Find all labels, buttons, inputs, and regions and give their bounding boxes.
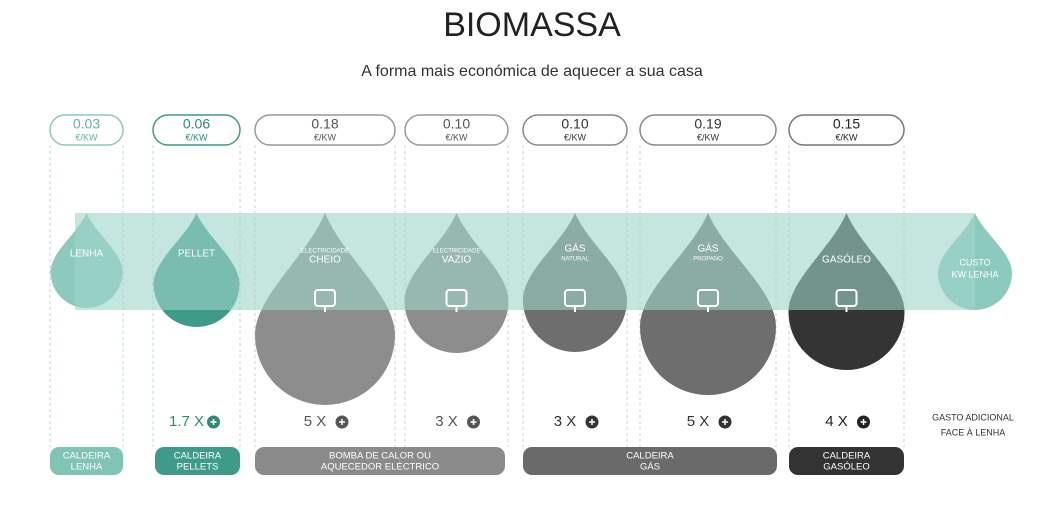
drop-sublabel: PROPANO xyxy=(693,257,723,263)
drop-label: LENHA xyxy=(70,249,104,260)
system-label: CALDEIRA xyxy=(626,451,674,462)
system-pill xyxy=(50,447,123,475)
price-pill xyxy=(788,114,905,146)
icon xyxy=(445,289,468,312)
plus-icon xyxy=(860,419,867,425)
plus-icon xyxy=(210,419,217,425)
icon xyxy=(564,289,586,312)
system-pill xyxy=(789,447,904,475)
system-label: CALDEIRA xyxy=(823,451,871,462)
drop-sublabel: NATURAL xyxy=(561,257,589,263)
icon xyxy=(835,289,858,312)
system-pill xyxy=(155,447,240,475)
system-label: BOMBA DE CALOR OU xyxy=(329,451,431,462)
band xyxy=(75,213,975,310)
plus-icon xyxy=(339,419,345,425)
reference-note: FACE À LENHA xyxy=(941,427,1006,437)
price-unit: €/KW xyxy=(185,132,208,142)
price-pill xyxy=(522,114,628,146)
multiplier: 5 X xyxy=(687,413,710,430)
drop-label: PELLET xyxy=(178,249,215,260)
price-unit: €/KW xyxy=(445,132,468,142)
system-pill xyxy=(255,447,505,475)
drop-sublabel: ELECTRICIDADE xyxy=(432,249,480,255)
drop-label: GÁS xyxy=(564,242,585,255)
price-pill xyxy=(152,114,241,146)
subtitle: A forma mais económica de aquecer a sua … xyxy=(361,63,703,80)
price-unit: €/KW xyxy=(75,132,98,142)
multiplier: 4 X xyxy=(825,413,848,430)
price-pill xyxy=(254,114,396,146)
reference-note: GASTO ADICIONAL xyxy=(932,412,1014,422)
system-label: PELLETS xyxy=(177,462,219,473)
multiplier: 1.7 X xyxy=(169,413,204,430)
multiplier: 3 X xyxy=(554,413,577,430)
price: 0.10 xyxy=(443,116,470,132)
price-unit: €/KW xyxy=(697,132,720,142)
system-label: GÁS xyxy=(640,462,660,473)
price: 0.03 xyxy=(73,116,100,132)
multiplier: 3 X xyxy=(435,413,458,430)
system-label: GASÓLEO xyxy=(823,462,869,473)
icon xyxy=(314,289,336,312)
reference-label: KW LENHA xyxy=(951,269,998,279)
drop-label: GASÓLEO xyxy=(822,253,871,266)
drop-label: GÁS xyxy=(697,242,718,255)
price: 0.10 xyxy=(561,116,588,132)
price: 0.19 xyxy=(694,116,721,132)
plus-icon xyxy=(470,419,477,425)
plus-icon xyxy=(722,419,728,425)
system-label: CALDEIRA xyxy=(63,451,111,462)
price-pill xyxy=(404,114,509,146)
icon xyxy=(697,289,719,312)
plus-icon xyxy=(589,419,595,425)
drop-label: VAZIO xyxy=(442,255,471,266)
drop-sublabel: ELECTRICIDADE xyxy=(301,249,349,255)
price-unit: €/KW xyxy=(314,132,337,142)
reference-label: CUSTO xyxy=(959,257,990,267)
system-label: LENHA xyxy=(71,462,103,473)
system-label: CALDEIRA xyxy=(174,451,222,462)
price: 0.06 xyxy=(183,116,210,132)
multiplier: 5 X xyxy=(304,413,327,430)
price-unit: €/KW xyxy=(564,132,587,142)
price: 0.18 xyxy=(311,116,338,132)
price-pill xyxy=(639,114,777,146)
price: 0.15 xyxy=(833,116,860,132)
drop-label: CHEIO xyxy=(309,255,341,266)
system-pill xyxy=(523,447,777,475)
price-pill xyxy=(49,114,124,146)
title: BIOMASSA xyxy=(443,6,621,44)
price-unit: €/KW xyxy=(835,132,858,142)
system-label: AQUECEDOR ELÉCTRICO xyxy=(321,462,439,473)
